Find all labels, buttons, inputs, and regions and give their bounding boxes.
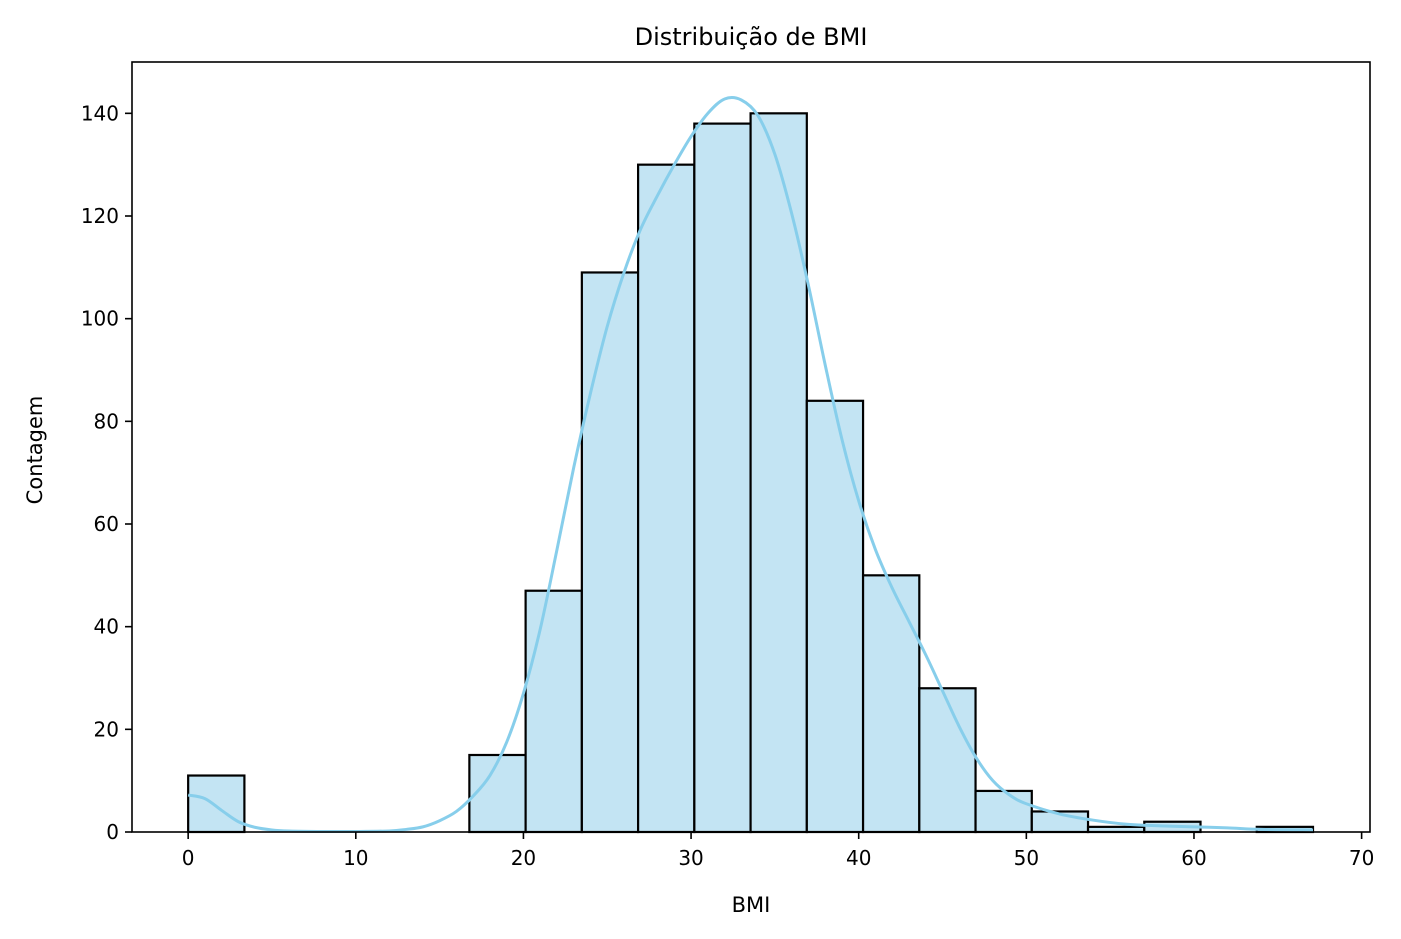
histogram-bar	[636, 163, 696, 834]
x-tick-label: 40	[846, 846, 871, 870]
y-tick-label: 80	[94, 409, 119, 433]
y-tick-label: 60	[94, 512, 119, 536]
y-axis-label: Contagem	[23, 396, 47, 505]
y-tick-label: 120	[81, 204, 119, 228]
histogram-bar	[749, 112, 808, 834]
histogram-bar	[468, 753, 527, 834]
x-tick-label: 60	[1181, 846, 1206, 870]
x-tick-label: 10	[343, 846, 368, 870]
histogram-bar	[187, 774, 246, 834]
x-axis-ticks: 0 10 20 30 40 50 60 70	[182, 832, 1374, 870]
histogram-bar	[805, 399, 865, 834]
histogram-bar	[861, 574, 921, 834]
chart-title: Distribuição de BMI	[635, 23, 868, 51]
y-tick-label: 20	[94, 717, 119, 741]
y-tick-label: 40	[94, 615, 119, 639]
y-axis-ticks: 0 20 40 60 80 100 120 140	[81, 101, 132, 844]
x-tick-label: 20	[511, 846, 536, 870]
y-tick-label: 140	[81, 101, 119, 125]
histogram-bar	[580, 271, 640, 834]
x-axis-label: BMI	[732, 893, 771, 917]
plot-frame	[131, 61, 1371, 833]
y-tick-label: 100	[81, 307, 119, 331]
histogram-bars	[187, 112, 1315, 834]
histogram-bar	[693, 122, 752, 834]
histogram-bar	[918, 687, 977, 834]
kde-curve	[187, 96, 1314, 834]
histogram-bar	[974, 789, 1033, 834]
y-tick-label: 0	[106, 820, 119, 844]
x-tick-label: 30	[678, 846, 703, 870]
x-tick-label: 0	[182, 846, 195, 870]
x-tick-label: 50	[1014, 846, 1039, 870]
x-tick-label: 70	[1349, 846, 1374, 870]
kde-curve-layer	[187, 96, 1314, 834]
histogram-bar	[524, 589, 583, 834]
